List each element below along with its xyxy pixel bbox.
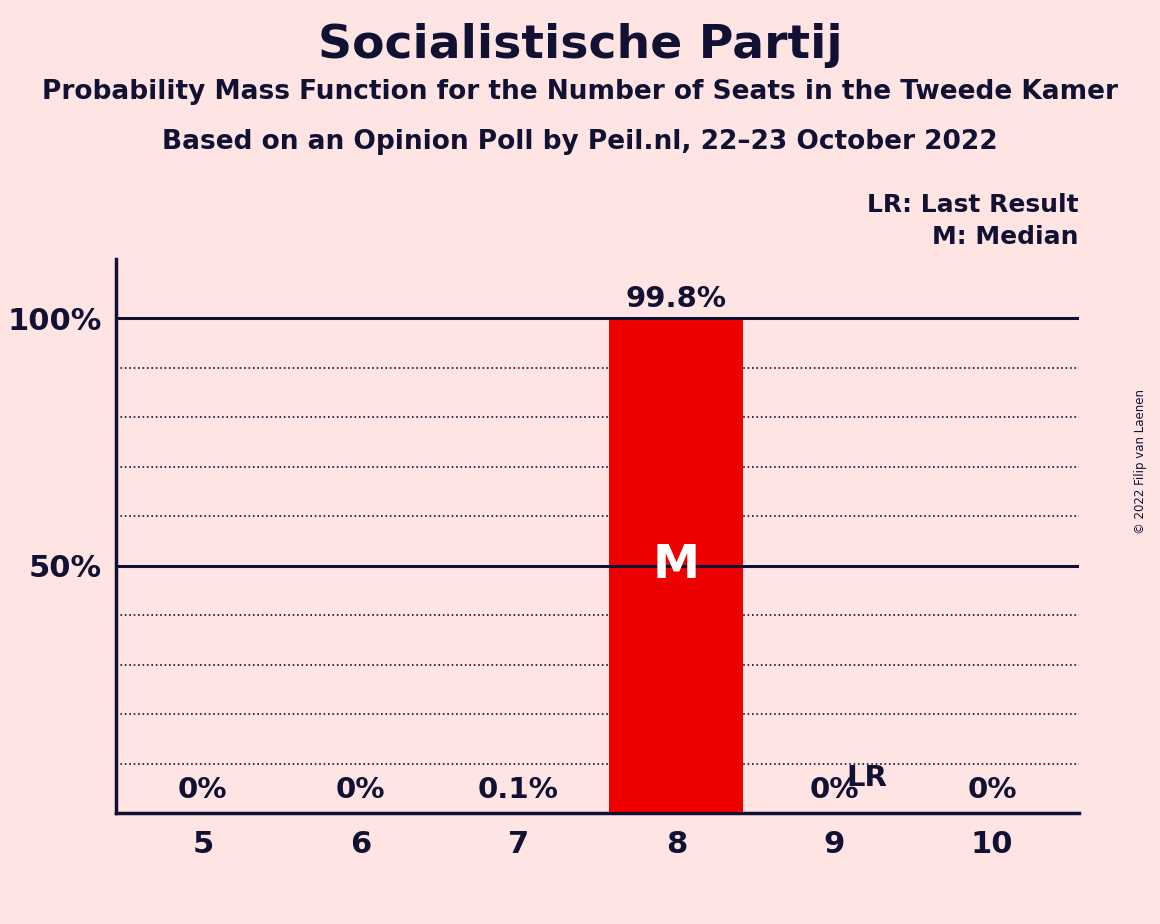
Text: Probability Mass Function for the Number of Seats in the Tweede Kamer: Probability Mass Function for the Number… <box>42 79 1118 104</box>
Text: 0%: 0% <box>810 776 858 804</box>
Text: 99.8%: 99.8% <box>625 286 727 313</box>
Text: Based on an Opinion Poll by Peil.nl, 22–23 October 2022: Based on an Opinion Poll by Peil.nl, 22–… <box>162 129 998 155</box>
Text: LR: LR <box>847 764 887 793</box>
Text: 0%: 0% <box>177 776 227 804</box>
Text: 0%: 0% <box>336 776 385 804</box>
Text: © 2022 Filip van Laenen: © 2022 Filip van Laenen <box>1133 390 1147 534</box>
Text: 0.1%: 0.1% <box>478 776 559 804</box>
Text: Socialistische Partij: Socialistische Partij <box>318 23 842 68</box>
Text: 0%: 0% <box>967 776 1017 804</box>
Text: LR: Last Result: LR: Last Result <box>868 193 1079 217</box>
Text: M: M <box>653 543 699 588</box>
Bar <box>609 319 744 813</box>
Text: M: Median: M: Median <box>933 225 1079 249</box>
